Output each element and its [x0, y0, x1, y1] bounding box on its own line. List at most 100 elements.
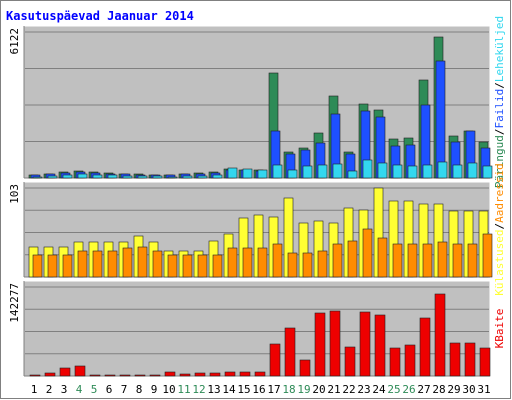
middle-bar-aadressid-day-20 — [317, 250, 328, 278]
top-bar-leheküljed-day-18 — [287, 169, 298, 179]
chart-title: Kasutuspäevad Jaanuar 2014 — [6, 9, 194, 23]
x-tick-label-day-9: 9 — [151, 383, 158, 396]
middle-bar-aadressid-day-8 — [137, 246, 148, 278]
x-tick-label-day-16: 16 — [252, 383, 265, 396]
middle-bar-aadressid-day-29 — [452, 243, 463, 278]
middle-bar-aadressid-day-6 — [107, 250, 118, 278]
middle-bar-aadressid-day-19 — [302, 252, 313, 278]
bottom-bar-kbaite-day-14 — [224, 371, 236, 377]
middle-bar-aadressid-day-1 — [32, 254, 43, 278]
bottom-bar-kbaite-day-5 — [89, 374, 101, 377]
bottom-bar-kbaite-day-15 — [239, 371, 251, 377]
middle-bar-aadressid-day-4 — [77, 250, 88, 278]
top-bar-leheküljed-day-9 — [152, 175, 163, 179]
x-tick-label-day-11: 11 — [177, 383, 190, 396]
top-bar-leheküljed-day-27 — [422, 164, 433, 179]
bottom-bar-kbaite-day-22 — [344, 346, 356, 377]
top-bar-leheküljed-day-7 — [122, 175, 133, 179]
top-bar-leheküljed-day-3 — [62, 174, 73, 179]
middle-legend-item-0: Külastused — [493, 230, 506, 296]
top-bar-leheküljed-day-19 — [302, 165, 313, 179]
middle-bar-aadressid-day-2 — [47, 254, 58, 278]
top-bar-leheküljed-day-22 — [347, 170, 358, 179]
x-tick-label-day-17: 17 — [267, 383, 280, 396]
bottom-bar-kbaite-day-29 — [449, 342, 461, 377]
x-tick-label-day-6: 6 — [106, 383, 113, 396]
x-tick-label-day-25: 25 — [387, 383, 400, 396]
middle-legend-item-2: Aadressid — [493, 163, 506, 223]
bottom-bar-kbaite-day-31 — [479, 347, 491, 377]
top-bar-leheküljed-day-1 — [32, 176, 43, 179]
middle-bar-aadressid-day-27 — [422, 243, 433, 278]
x-tick-label-day-2: 2 — [46, 383, 53, 396]
top-bar-leheküljed-day-8 — [137, 175, 148, 179]
chart-panels: 6122Päringud/Failid/Leheküljed103Külastu… — [8, 16, 506, 377]
bottom-bar-kbaite-day-24 — [374, 314, 386, 377]
top-bar-leheküljed-day-5 — [92, 174, 103, 179]
top-bar-leheküljed-day-25 — [392, 164, 403, 179]
middle-bar-aadressid-day-12 — [197, 254, 208, 278]
x-tick-label-day-13: 13 — [207, 383, 220, 396]
top-legend-item-0: Päringud — [493, 135, 506, 188]
bottom-bar-kbaite-day-21 — [329, 310, 341, 377]
top-bar-leheküljed-day-30 — [467, 162, 478, 179]
bottom-bar-kbaite-day-13 — [209, 372, 221, 377]
x-tick-label-day-10: 10 — [162, 383, 175, 396]
top-bar-leheküljed-day-20 — [317, 164, 328, 179]
x-tick-label-day-27: 27 — [417, 383, 430, 396]
x-tick-label-day-3: 3 — [61, 383, 68, 396]
bottom-bar-kbaite-day-27 — [419, 317, 431, 377]
x-tick-label-day-21: 21 — [327, 383, 340, 396]
x-axis-labels: 1 2 3 4 5 6 7 8 9 10 11 12 13 14 15 16 17 18 19 20 21 22 23 24 2… — [31, 383, 491, 396]
top-legend-item-2: Failid — [493, 89, 506, 129]
x-tick-label-day-15: 15 — [237, 383, 250, 396]
top-legend-item-4: Leheküljed — [493, 16, 506, 82]
x-tick-label-day-24: 24 — [372, 383, 386, 396]
bottom-bar-kbaite-day-11 — [179, 373, 191, 377]
x-tick-label-day-5: 5 — [91, 383, 98, 396]
x-tick-label-day-31: 31 — [477, 383, 490, 396]
middle-bar-aadressid-day-21 — [332, 243, 343, 278]
bottom-legend-item-0: KBaite — [493, 309, 506, 349]
bottom-bar-kbaite-day-19 — [299, 359, 311, 377]
x-tick-label-day-22: 22 — [342, 383, 355, 396]
top-ymax-label: 6122 — [8, 28, 21, 55]
bottom-ymax-label: 142277 — [8, 283, 21, 323]
middle-bar-aadressid-day-3 — [62, 254, 73, 278]
middle-legend-item-1: / — [493, 223, 506, 230]
middle-bar-aadressid-day-11 — [182, 254, 193, 278]
x-tick-label-day-23: 23 — [357, 383, 370, 396]
bottom-bar-kbaite-day-7 — [119, 374, 131, 377]
x-tick-label-day-14: 14 — [222, 383, 236, 396]
top-bar-leheküljed-day-21 — [332, 163, 343, 179]
bottom-bar-kbaite-day-26 — [404, 344, 416, 377]
bottom-bar-kbaite-day-9 — [149, 374, 161, 377]
x-tick-label-day-8: 8 — [136, 383, 143, 396]
top-bar-leheküljed-day-29 — [452, 164, 463, 179]
x-tick-label-day-26: 26 — [402, 383, 415, 396]
middle-bar-aadressid-day-16 — [257, 247, 268, 278]
middle-bar-aadressid-day-26 — [407, 243, 418, 278]
bottom-bar-kbaite-day-6 — [104, 374, 116, 377]
top-bar-leheküljed-day-31 — [482, 165, 493, 179]
x-tick-label-day-19: 19 — [297, 383, 310, 396]
top-bar-leheküljed-day-10 — [167, 176, 178, 179]
bottom-bar-kbaite-day-17 — [269, 343, 281, 377]
middle-bar-aadressid-day-18 — [287, 252, 298, 278]
top-bar-leheküljed-day-17 — [272, 164, 283, 179]
middle-bar-aadressid-day-13 — [212, 254, 223, 278]
x-tick-label-day-1: 1 — [31, 383, 38, 396]
bottom-bar-kbaite-day-3 — [59, 367, 71, 377]
x-tick-label-day-12: 12 — [192, 383, 205, 396]
bottom-bar-kbaite-day-12 — [194, 372, 206, 377]
middle-bar-aadressid-day-22 — [347, 240, 358, 278]
bottom-panel: 142277 KBaite — [8, 280, 506, 377]
top-bar-leheküljed-day-11 — [182, 175, 193, 179]
top-bar-leheküljed-day-6 — [107, 174, 118, 179]
top-bar-leheküljed-day-24 — [377, 162, 388, 179]
middle-bar-aadressid-day-7 — [122, 247, 133, 278]
bottom-bar-kbaite-day-28 — [434, 293, 446, 377]
middle-bar-aadressid-day-23 — [362, 228, 373, 278]
